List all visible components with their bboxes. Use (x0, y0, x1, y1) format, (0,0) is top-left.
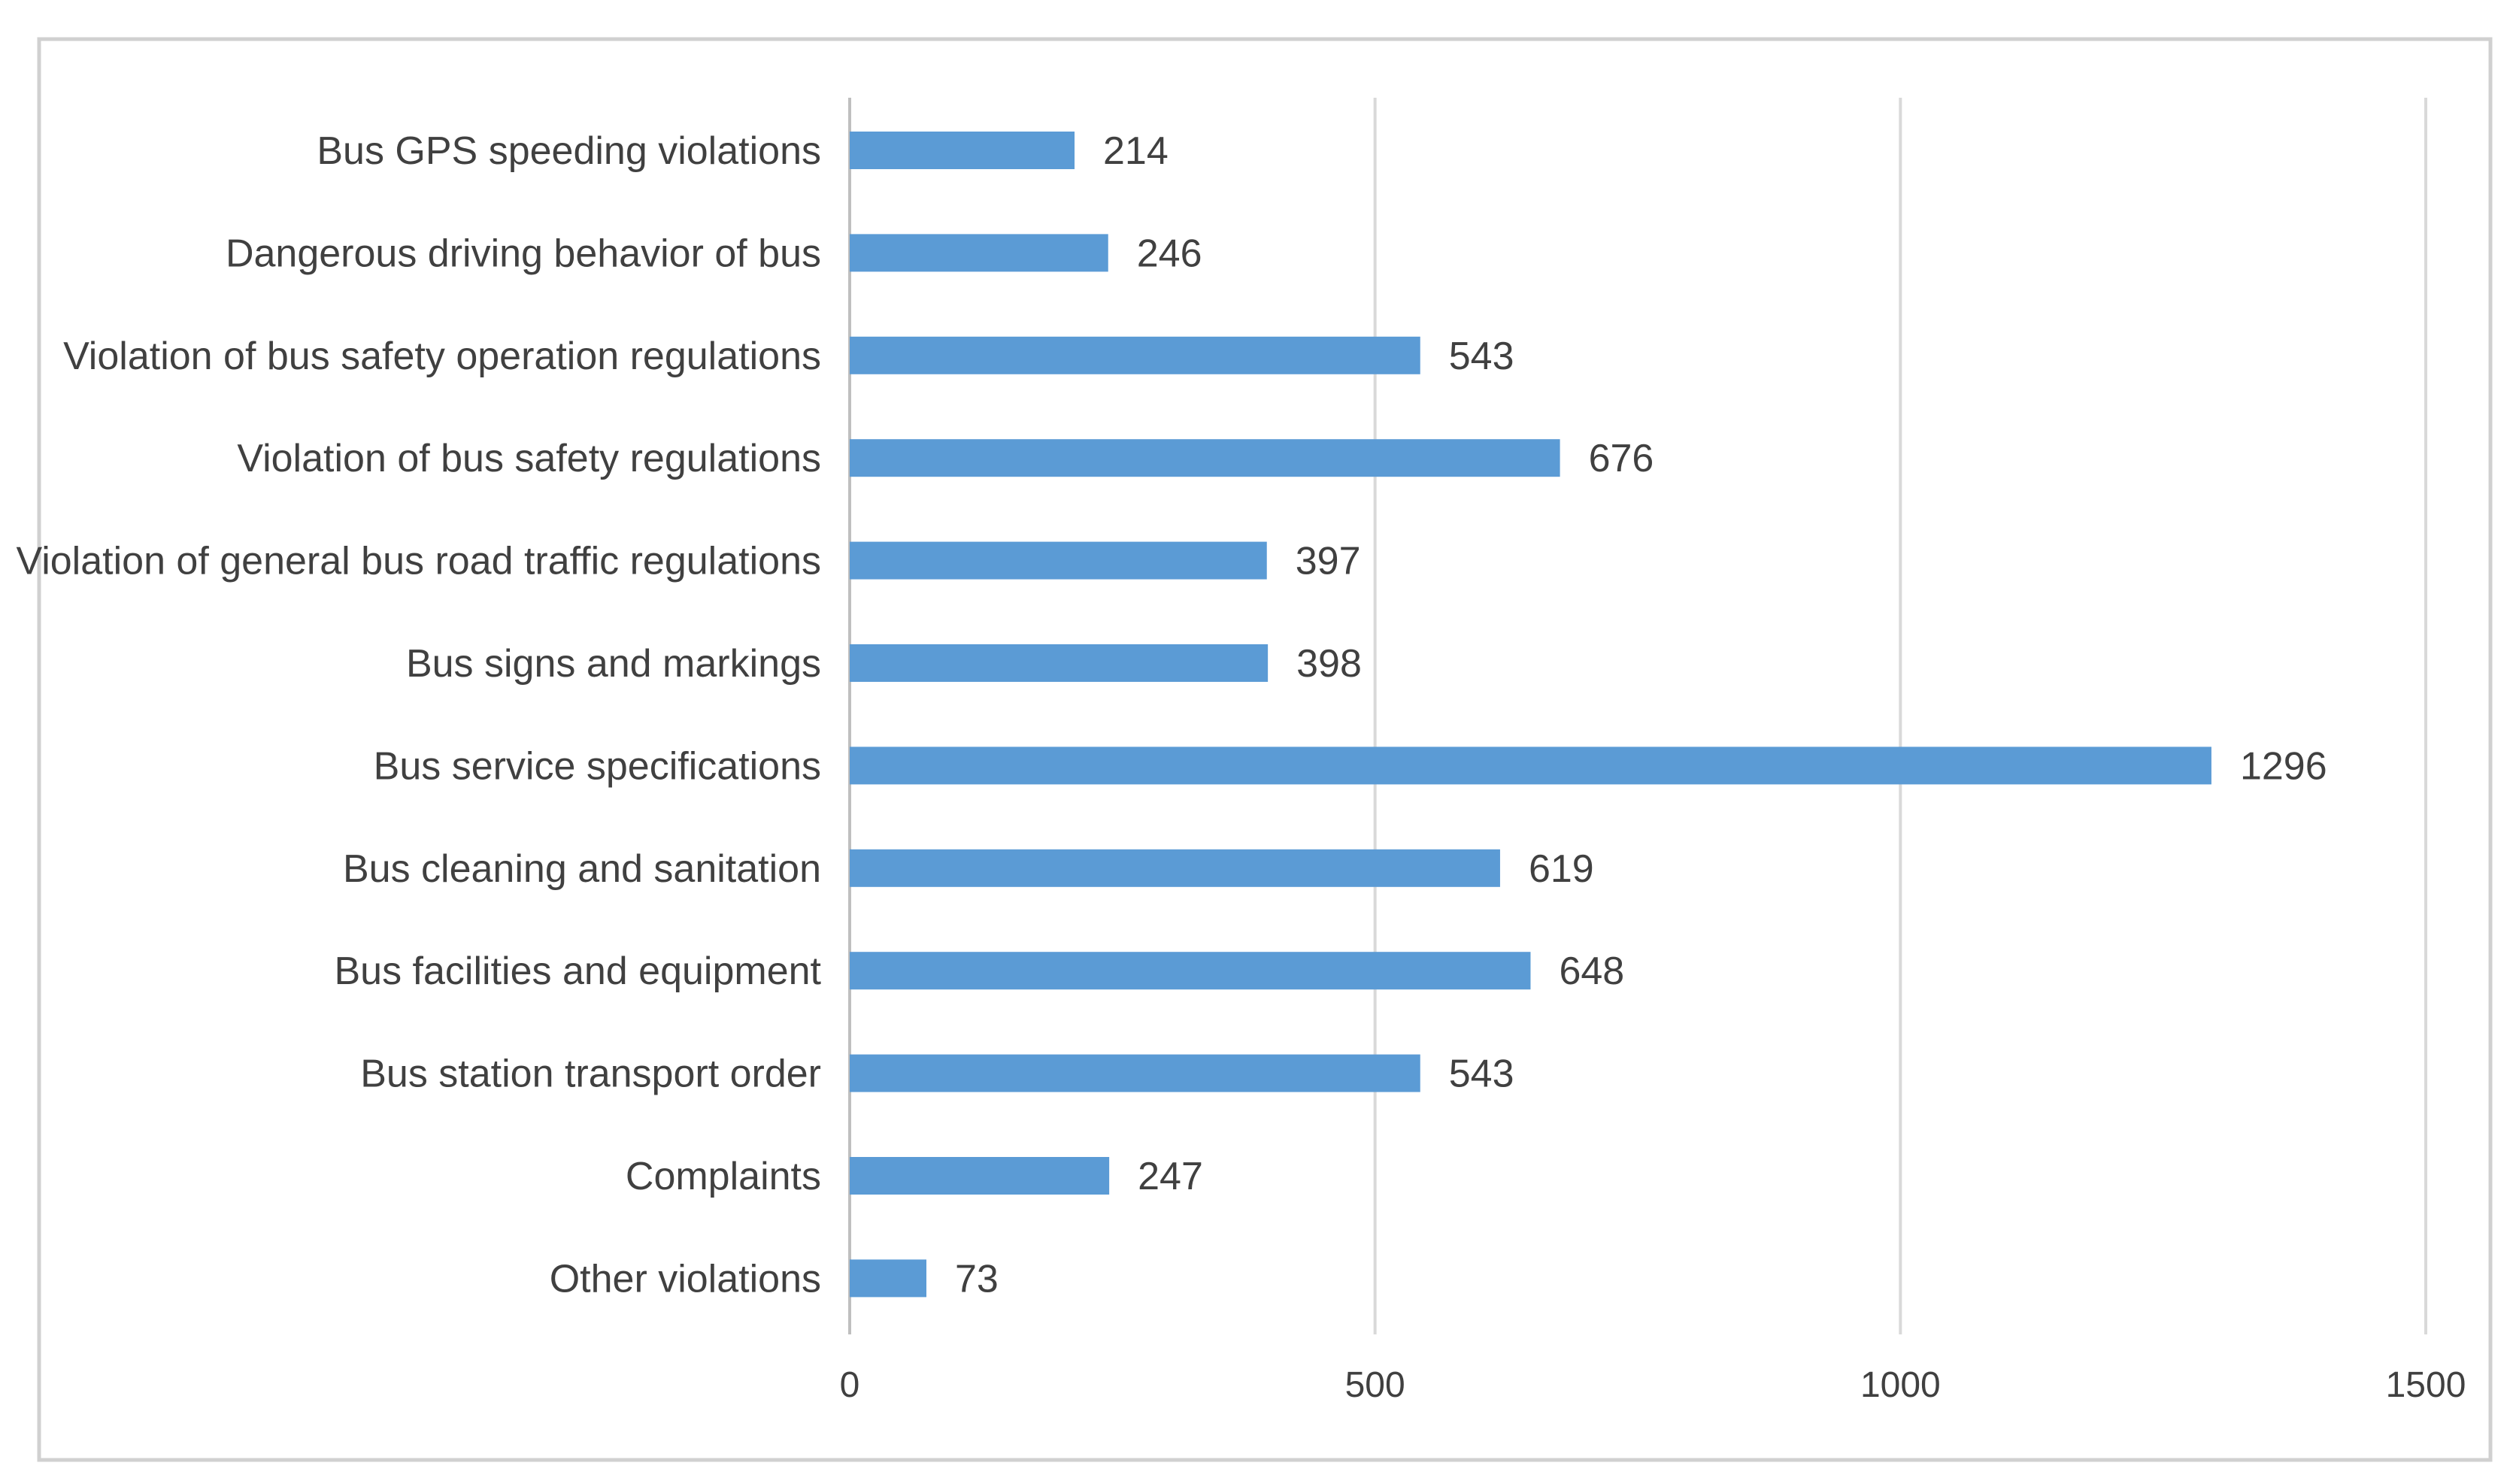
bar (850, 439, 1560, 477)
data-label: 648 (1559, 949, 1624, 993)
data-label: 1296 (2240, 744, 2327, 788)
bar (850, 234, 1108, 272)
category-label: Bus GPS speeding violations (317, 129, 821, 173)
bar (850, 1157, 1110, 1195)
category-label: Violation of bus safety operation regula… (63, 335, 821, 378)
data-label: 543 (1449, 1052, 1514, 1096)
x-tick-label: 0 (840, 1365, 860, 1405)
gridlines (848, 98, 2427, 1334)
value-labels: 214 246 543 676 397 398 1296 619 648 543 247 73 (955, 129, 2327, 1301)
bar (850, 952, 1531, 990)
x-tick-label: 1500 (2386, 1365, 2466, 1405)
data-label: 397 (1296, 540, 1361, 583)
data-label: 73 (955, 1257, 999, 1301)
data-label: 676 (1589, 437, 1654, 480)
x-tick-label: 1000 (1860, 1365, 1941, 1405)
category-label: Violation of general bus road traffic re… (16, 540, 821, 583)
bar (850, 132, 1075, 169)
category-labels: Bus GPS speeding violations Dangerous dri… (16, 129, 821, 1301)
category-label: Bus service specifications (374, 744, 821, 788)
data-label: 247 (1138, 1155, 1203, 1198)
data-label: 246 (1137, 232, 1202, 275)
bar (850, 747, 2211, 785)
x-tick-labels: 0 500 1000 1500 (840, 1365, 2466, 1405)
x-tick-label: 500 (1345, 1365, 1405, 1405)
bar (850, 1054, 1420, 1092)
bars (850, 132, 2211, 1298)
data-label: 214 (1103, 129, 1169, 173)
bar (850, 336, 1420, 374)
category-label: Violation of bus safety regulations (237, 437, 821, 480)
data-label: 398 (1296, 642, 1362, 686)
data-label: 619 (1529, 847, 1594, 891)
bar (850, 1259, 927, 1298)
category-label: Bus cleaning and sanitation (343, 847, 821, 891)
category-label: Other violations (550, 1257, 821, 1301)
bar (850, 644, 1269, 682)
data-label: 543 (1449, 335, 1514, 378)
category-label: Dangerous driving behavior of bus (226, 232, 821, 275)
bar (850, 849, 1500, 887)
category-label: Complaints (626, 1155, 821, 1198)
bar (850, 541, 1267, 580)
category-label: Bus facilities and equipment (335, 949, 822, 993)
category-label: Bus signs and markings (406, 642, 821, 686)
category-label: Bus station transport order (360, 1052, 821, 1096)
